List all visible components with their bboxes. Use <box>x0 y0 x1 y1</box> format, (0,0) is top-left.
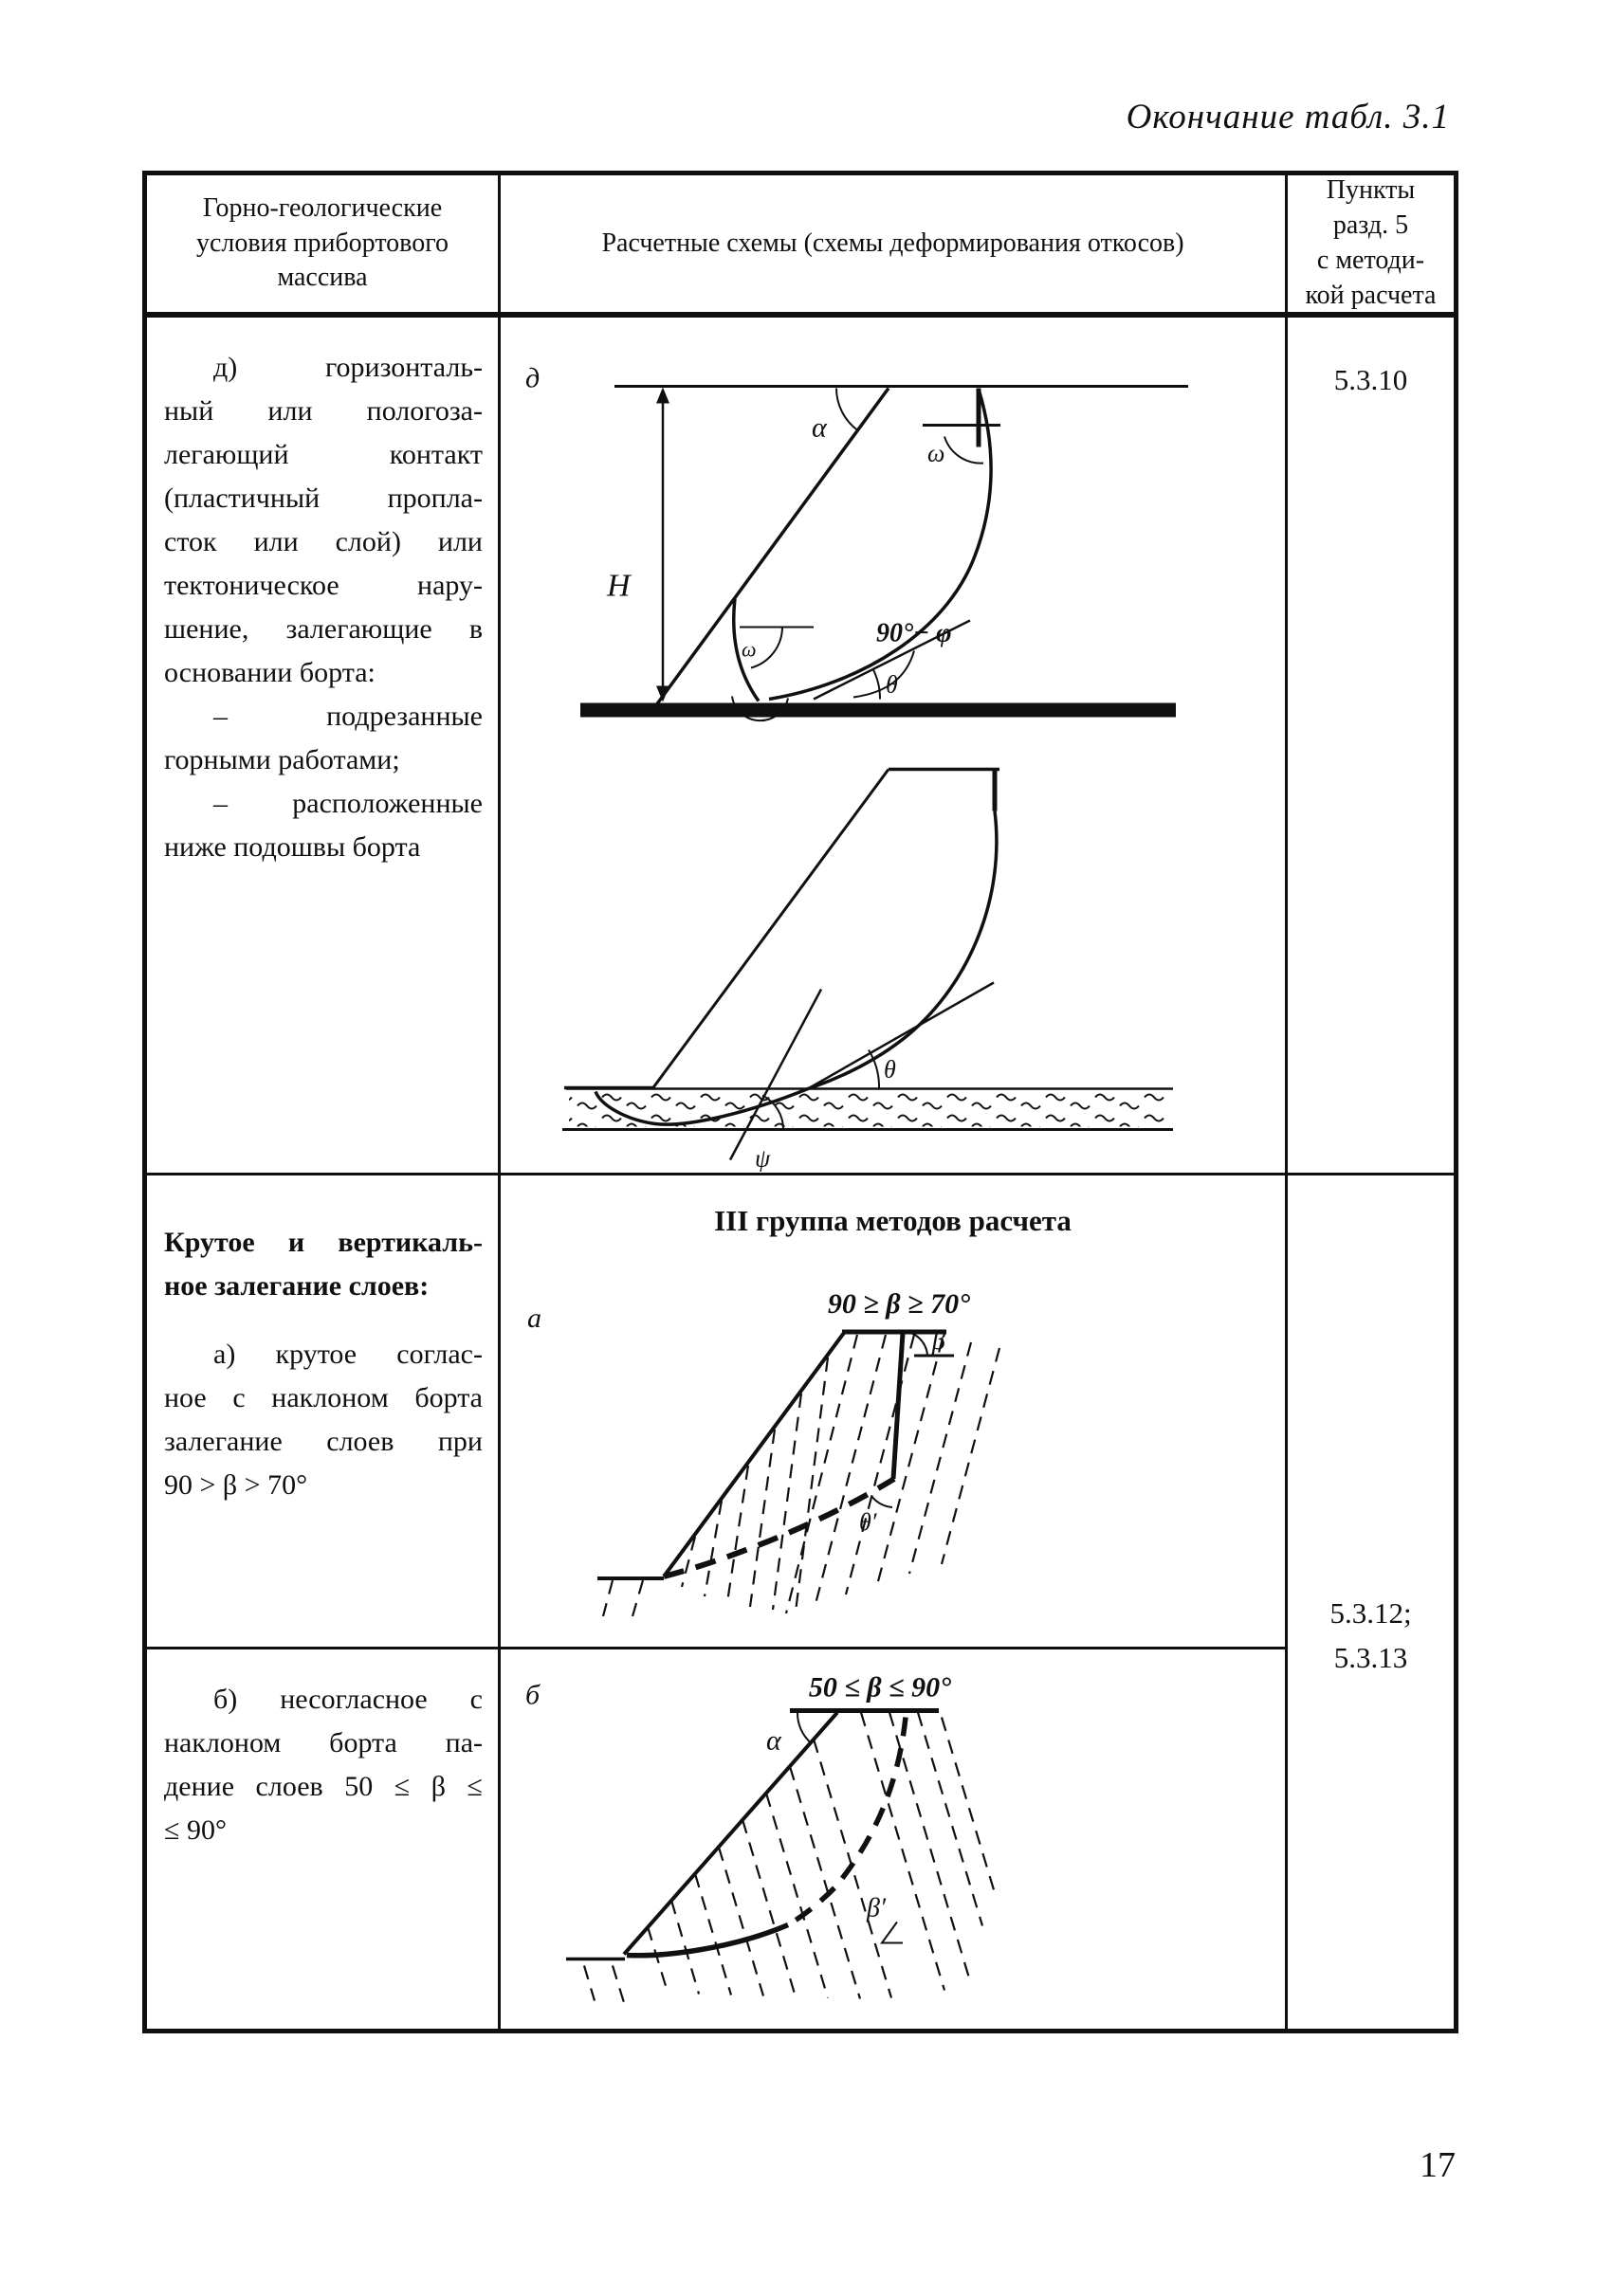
beta-angle-arc <box>902 1330 928 1356</box>
bedding-line <box>784 1334 859 1614</box>
theta-angle-arc-2 <box>868 1048 881 1089</box>
beta-prime-angle-mark <box>880 1921 903 1944</box>
bedding-line <box>680 1536 697 1588</box>
slip-surface-solid-curve-b <box>626 1922 790 1959</box>
base-bar <box>580 702 1176 718</box>
condition-d-paragraph: д) горизонталь-ный или пологоза-легающий… <box>164 352 483 688</box>
slip-surface-dashed-curve-a <box>663 1476 896 1579</box>
bedding-line <box>741 1819 797 1997</box>
beta-label: β <box>931 1326 945 1356</box>
header-section5-refs: Пункты разд. 5 с методи- кой расчета <box>1288 175 1454 318</box>
condition-d-dash-1: – подрезанные горными работами; <box>164 701 483 775</box>
theta-tangent-line <box>813 619 971 701</box>
table-3-1: Горно-геологические условия прибортового… <box>142 171 1458 2033</box>
omega-mid-arc <box>750 627 783 669</box>
bedding-line <box>601 1579 614 1617</box>
scheme-a-marker: а <box>527 1303 541 1334</box>
bedding-line <box>859 1712 946 1991</box>
phi-expression-label: 90°− φ <box>876 619 952 648</box>
dimension-arrow-up <box>656 387 669 404</box>
scheme-cell-b: б 50 ≤ β ≤ 90° α <box>501 1649 1288 2029</box>
condition-cell-steep: Крутое и вертикаль-ное залегание слоев: … <box>147 1175 501 1649</box>
bedding-line <box>814 1334 888 1605</box>
bedding-line <box>788 1766 862 1999</box>
header-geology-conditions: Горно-геологические условия прибортового… <box>147 175 501 318</box>
bedding-line <box>703 1500 724 1597</box>
theta-tangent-line-2 <box>807 981 995 1090</box>
slip-surface-curve-2 <box>594 811 999 1126</box>
bedding-line <box>669 1900 701 1995</box>
scheme-b-marker: б <box>525 1680 541 1711</box>
psi-angle-arc <box>761 1094 785 1130</box>
method-ref-5-3-12-13: 5.3.12; 5.3.13 <box>1329 1596 1412 1674</box>
omega-mid-label: ω <box>742 638 757 662</box>
bedding-line <box>646 1926 669 1993</box>
bedding-line <box>812 1739 893 1998</box>
alpha-label: α <box>812 412 828 444</box>
theta-prime-label: θ′ <box>859 1508 877 1536</box>
condition-b-paragraph: б) несогласное с наклоном борта па-дение … <box>164 1684 483 1846</box>
beta-range-label-b: 50 ≤ β ≤ 90° <box>809 1672 951 1704</box>
height-label: H <box>606 569 632 604</box>
phi-angle-arc <box>731 696 789 722</box>
slope-face-line-a <box>662 1331 846 1578</box>
bedding-line <box>693 1873 733 1995</box>
scheme-cell-d: д H α ω ω 90°− φ <box>501 318 1288 1175</box>
alpha-label-b: α <box>766 1725 782 1757</box>
table-continuation-note: Окончание табл. 3.1 <box>1126 98 1450 137</box>
bedding-line <box>916 1712 984 1926</box>
bedding-line <box>844 1334 916 1595</box>
page-number: 17 <box>1420 2145 1456 2185</box>
phi-leader-line <box>852 650 915 699</box>
theta-label: θ <box>886 671 898 699</box>
bedding-line <box>582 1965 596 2001</box>
slope-face-line-2 <box>651 768 890 1090</box>
bedding-line <box>794 1357 830 1613</box>
slope-scheme-b-figure: б 50 ≤ β ≤ 90° α <box>525 1672 996 2003</box>
bedding-line <box>940 1347 1001 1565</box>
bedding-line <box>764 1793 830 1998</box>
slip-surface-curve <box>768 388 993 702</box>
slope-schemes-d-figure: д H α ω ω 90°− φ <box>525 363 1188 1173</box>
condition-a-paragraph: а) крутое соглас-ное с наклоном борта зал… <box>164 1339 483 1501</box>
condition-cell-b: б) несогласное с наклоном борта па-дение … <box>147 1649 501 2029</box>
theta-prime-angle-arc <box>871 1495 893 1508</box>
omega-top-arc <box>944 436 984 465</box>
header-calculation-schemes: Расчетные схемы (схемы деформирования от… <box>501 175 1288 318</box>
weak-contact-line <box>731 598 761 702</box>
bedding-line <box>940 1717 996 1890</box>
condition-cell-d: д) горизонталь-ный или пологоза-легающий… <box>147 318 501 1175</box>
psi-label: ψ <box>755 1145 771 1173</box>
bedding-line <box>631 1579 645 1617</box>
condition-d-dash-2: – расположенные ниже подошвы борта <box>164 788 483 863</box>
method-group-title: III группа методов расчета <box>714 1204 1072 1237</box>
bedding-line <box>748 1429 777 1608</box>
omega-top-label: ω <box>927 440 944 467</box>
theta-label-2: θ <box>884 1056 896 1084</box>
bedding-line <box>717 1847 765 1996</box>
slope-scheme-a-figure: а 90 ≥ β ≥ 70° <box>527 1288 1001 1617</box>
method-ref-5-3-10: 5.3.10 <box>1288 318 1454 1175</box>
bedding-line <box>771 1393 803 1611</box>
steep-bedding-slip-line <box>890 1332 906 1480</box>
beta-range-label-a: 90 ≥ β ≥ 70° <box>828 1288 970 1320</box>
theta-angle-arc <box>872 669 882 700</box>
alpha-angle-arc <box>835 388 858 431</box>
bedding-line <box>907 1341 973 1575</box>
scheme-cell-a: III группа методов расчета а 90 ≥ β ≥ 70… <box>501 1175 1288 1649</box>
bedding-line <box>611 1965 626 2003</box>
slope-face-line <box>655 387 890 705</box>
alpha-angle-arc-b <box>796 1712 812 1744</box>
slip-surface-dashed-curve-b <box>786 1717 908 1927</box>
weak-layer-hatch <box>569 1092 1166 1127</box>
bedding-line <box>875 1338 944 1586</box>
psi-tangent-line <box>728 988 823 1161</box>
beta-prime-label: β′ <box>866 1894 887 1923</box>
scheme-d-marker: д <box>525 363 540 394</box>
slope-face-line-b <box>622 1711 839 1956</box>
condition-steep-heading: Крутое и вертикаль-ное залегание слоев: <box>164 1227 483 1302</box>
